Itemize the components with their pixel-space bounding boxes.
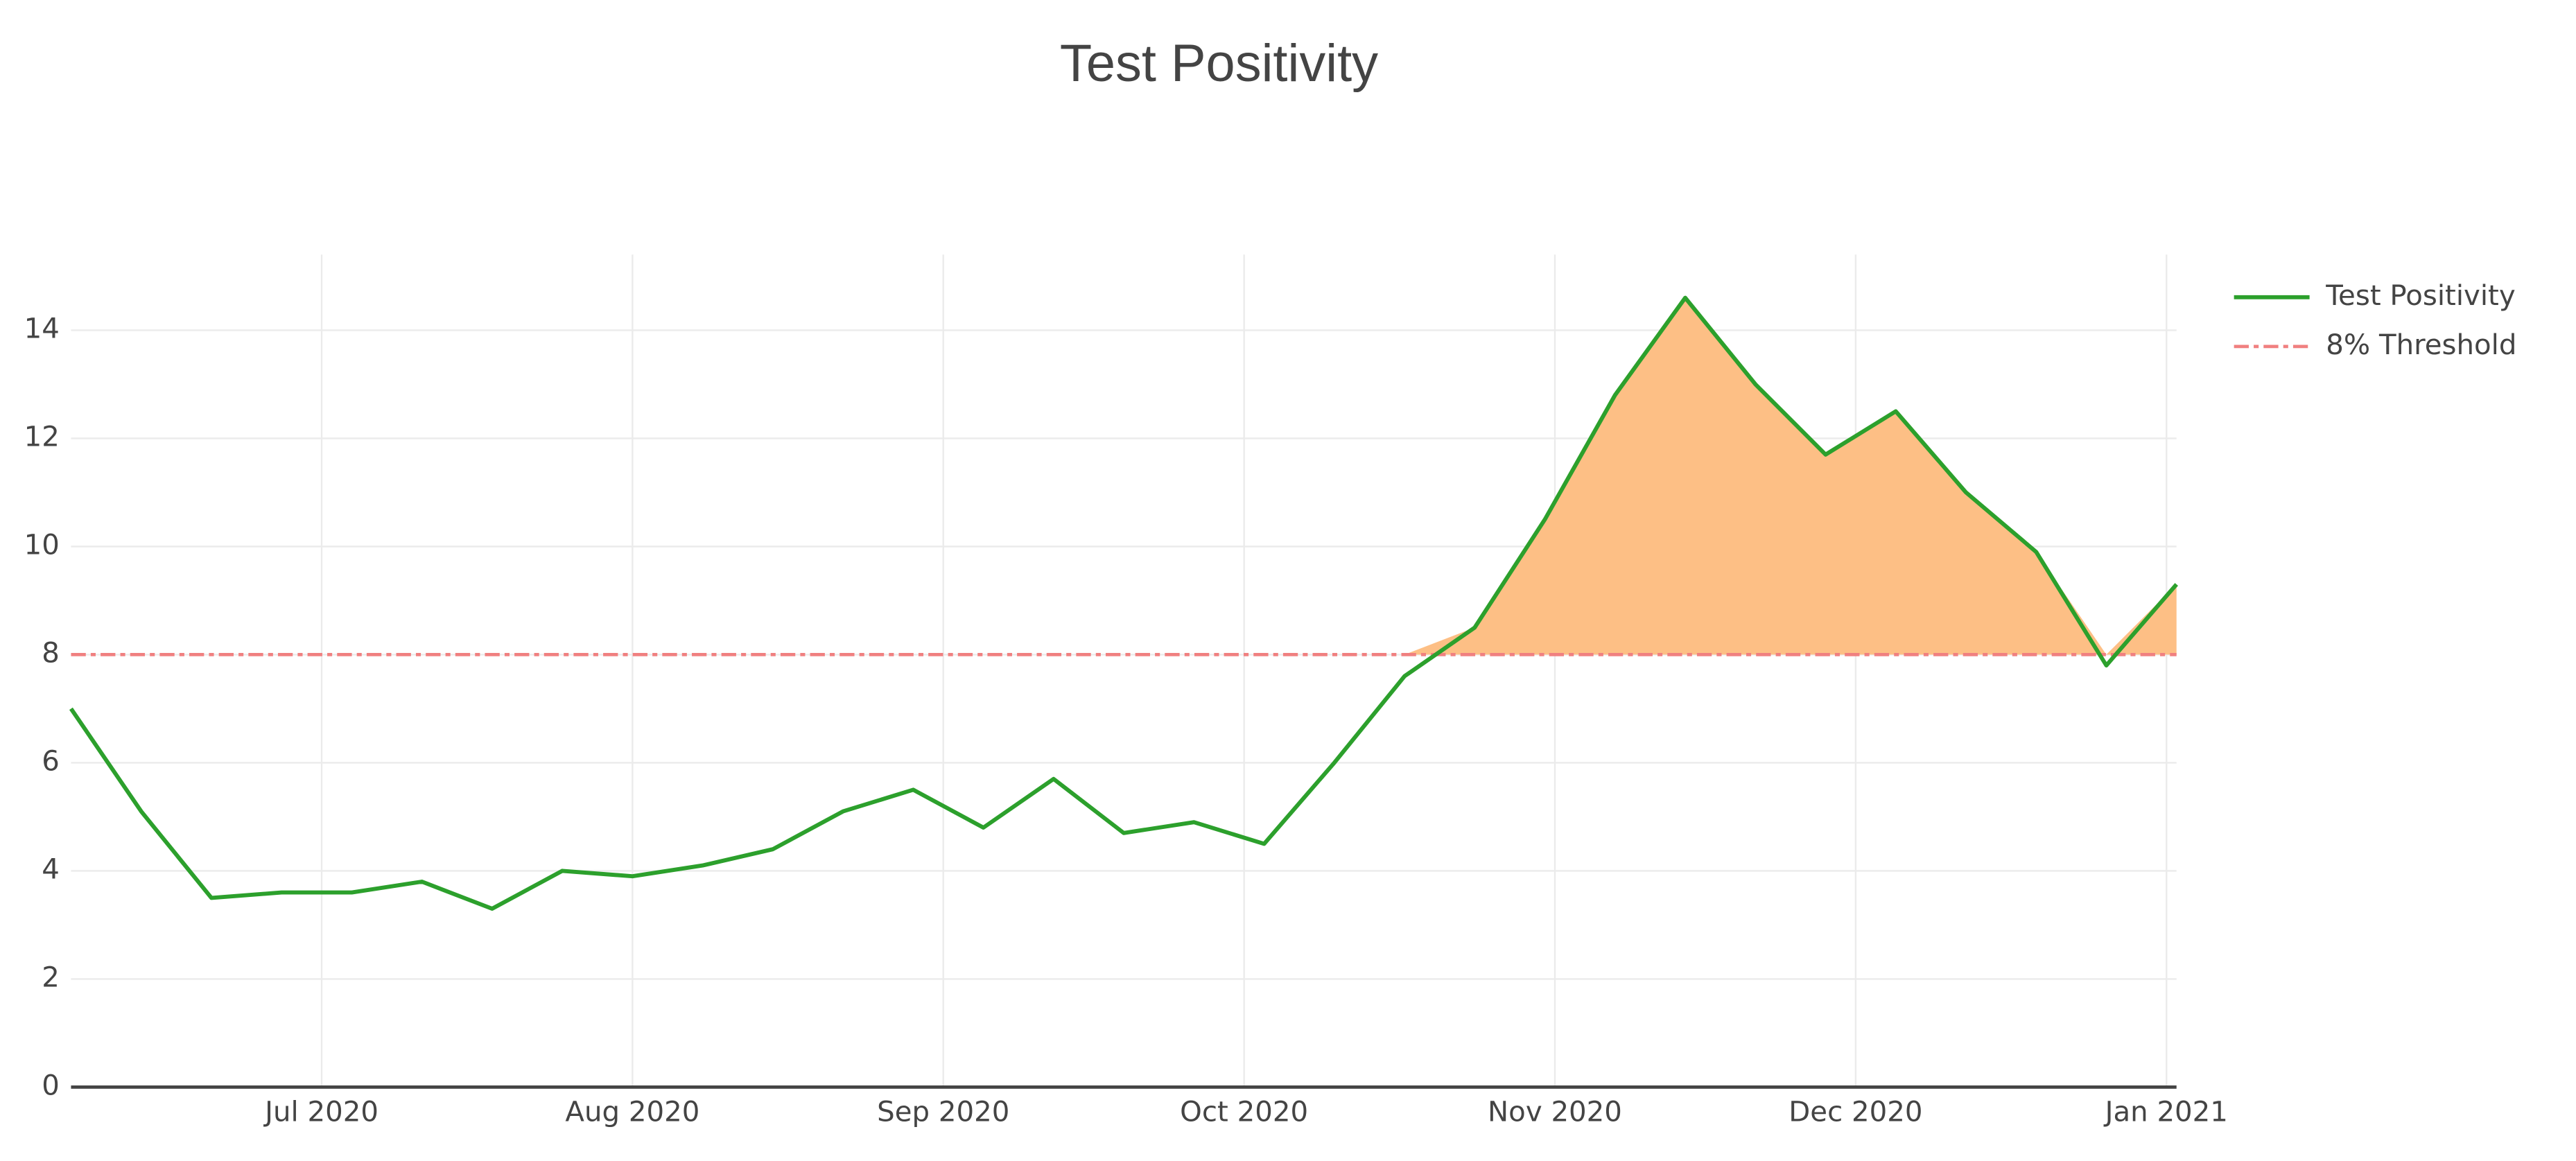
x-tick-label: Nov 2020 bbox=[1488, 1096, 1622, 1128]
legend-label: 8% Threshold bbox=[2326, 329, 2516, 361]
y-tick-label: 14 bbox=[24, 313, 60, 344]
chart-title: Test Positivity bbox=[1060, 34, 1378, 93]
x-tick-label: Dec 2020 bbox=[1789, 1096, 1922, 1128]
y-tick-label: 4 bbox=[42, 853, 60, 885]
x-tick-label: Aug 2020 bbox=[565, 1096, 699, 1128]
y-tick-label: 6 bbox=[42, 745, 60, 777]
x-tick-label: Oct 2020 bbox=[1180, 1096, 1308, 1128]
y-tick-label: 2 bbox=[42, 961, 60, 993]
y-tick-label: 12 bbox=[24, 421, 60, 453]
legend-label: Test Positivity bbox=[2325, 280, 2515, 312]
area-fill bbox=[71, 297, 2177, 655]
y-tick-label: 8 bbox=[42, 637, 60, 669]
data-line bbox=[69, 295, 2178, 911]
x-tick-label: Sep 2020 bbox=[877, 1096, 1009, 1128]
x-tick-label: Jul 2020 bbox=[263, 1096, 378, 1128]
x-tick-label: Jan 2021 bbox=[2103, 1096, 2228, 1128]
y-tick-label: 0 bbox=[42, 1070, 60, 1101]
y-tick-label: 10 bbox=[24, 529, 60, 561]
